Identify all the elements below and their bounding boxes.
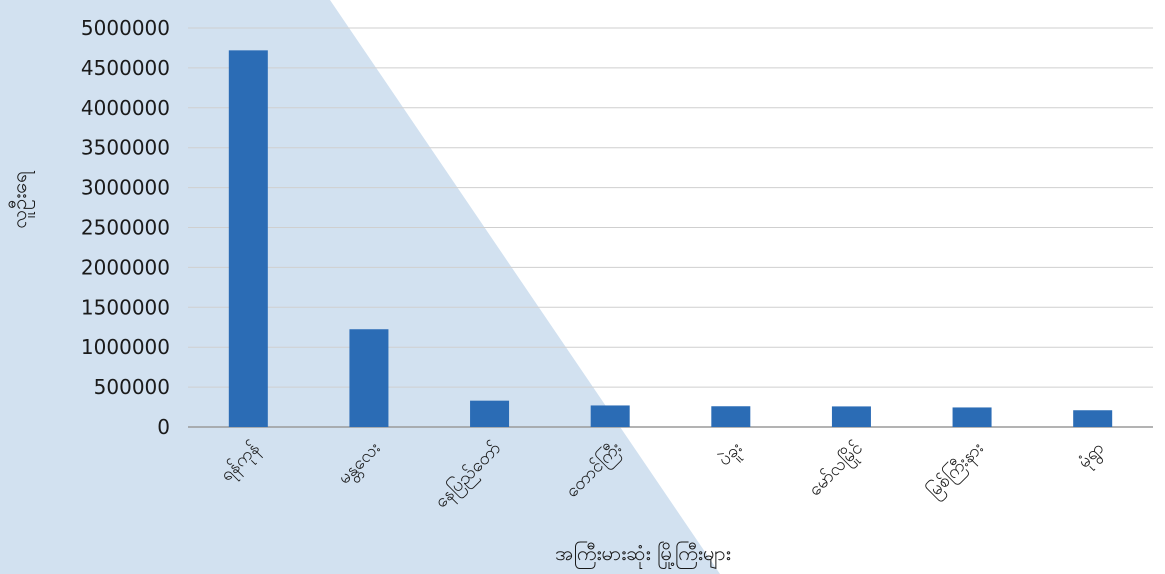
bar	[470, 400, 510, 427]
x-tick-label: မော်လမြိုင်	[804, 437, 870, 503]
y-tick-label: 3000000	[81, 176, 170, 200]
bar	[1073, 410, 1113, 427]
y-tick-label: 1000000	[81, 335, 170, 359]
y-tick-label: 2500000	[81, 216, 170, 240]
bar	[711, 406, 751, 427]
y-tick-label: 5000000	[81, 16, 170, 40]
y-tick-label: 4500000	[81, 56, 170, 80]
x-tick-label: မြစ်ကြီးနား	[923, 437, 990, 504]
bar	[831, 406, 871, 427]
y-tick-labels: 0 500000 1000000 1500000 2000000 2500000 30000…	[81, 16, 170, 439]
background-triangle	[0, 0, 720, 574]
bar	[590, 405, 630, 427]
x-tick-label: မုံရွာ	[1074, 438, 1111, 475]
grid-layer	[188, 27, 1153, 428]
x-axis-title: အကြီးမားဆုံး မြို့ကြီးများ	[555, 541, 731, 569]
y-tick-label: 4000000	[81, 96, 170, 120]
y-tick-label: 500000	[94, 375, 170, 399]
bar	[349, 329, 389, 427]
bar	[952, 407, 992, 427]
bar-layer	[228, 50, 1113, 428]
x-tick-label: ပဲခူး	[714, 438, 749, 473]
y-tick-label: 2000000	[81, 255, 170, 279]
y-tick-label: 1500000	[81, 295, 170, 319]
y-axis-title: လူဦးရေ	[7, 171, 35, 229]
bar	[228, 50, 268, 428]
y-tick-label: 0	[157, 415, 170, 439]
y-tick-label: 3500000	[81, 136, 170, 160]
